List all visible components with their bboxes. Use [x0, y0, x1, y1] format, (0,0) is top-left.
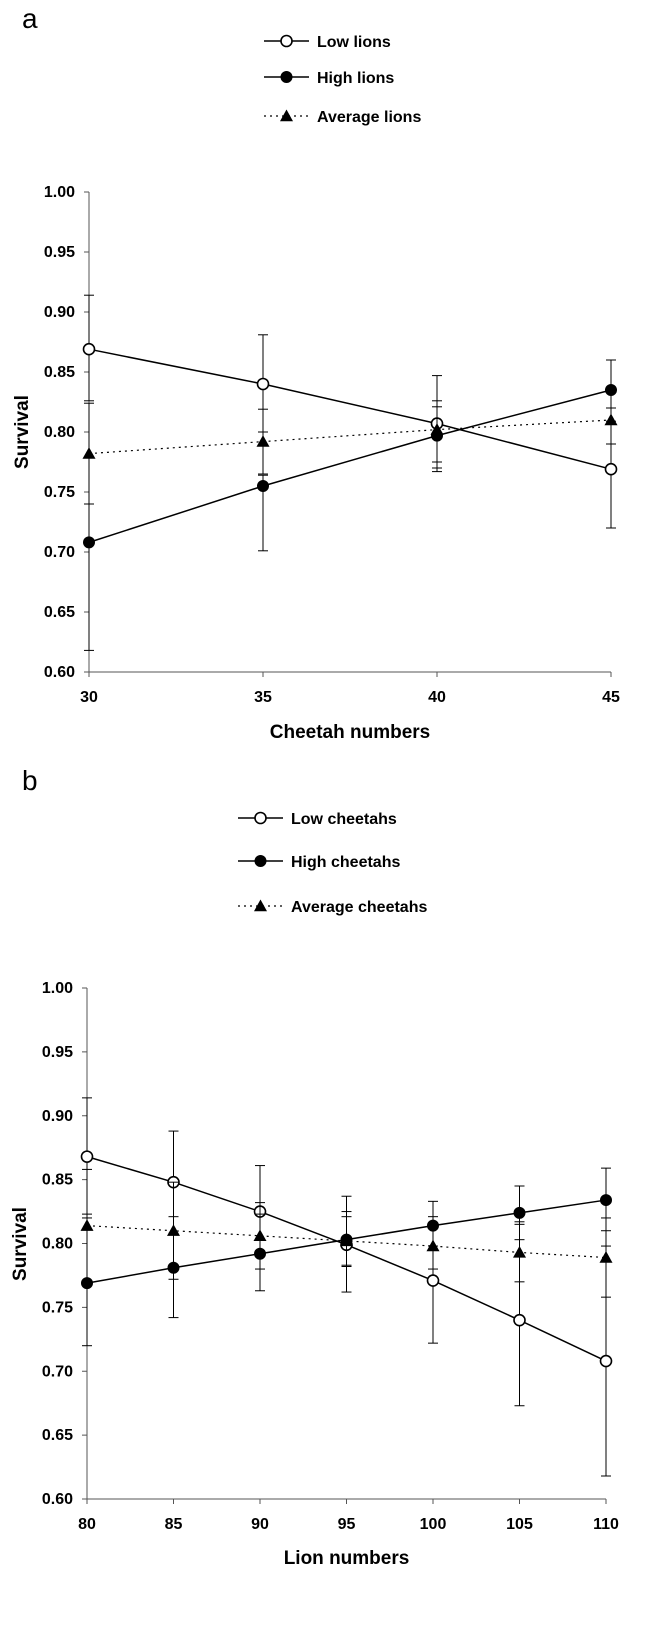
- y-tick-label: 0.85: [44, 364, 75, 381]
- x-tick-label: 100: [420, 1516, 447, 1533]
- data-point: [83, 536, 95, 549]
- data-point: [604, 462, 618, 476]
- data-point: [426, 1239, 440, 1252]
- panel-label: b: [22, 765, 38, 796]
- series-low-cheetahs: [80, 1097, 613, 1477]
- y-tick-label: 0.70: [42, 1363, 73, 1380]
- legend-label: Average cheetahs: [291, 899, 427, 916]
- data-point: [80, 1219, 94, 1231]
- legend-marker: [254, 811, 267, 825]
- y-tick-label: 0.90: [42, 1108, 73, 1125]
- legend-entry: Low lions: [264, 34, 391, 51]
- data-point: [340, 1234, 353, 1247]
- data-point: [600, 1194, 612, 1207]
- data-point: [82, 447, 96, 459]
- legend-marker: [254, 899, 267, 912]
- data-point: [599, 1251, 613, 1263]
- x-axis-title: Cheetah numbers: [270, 722, 430, 743]
- y-tick-label: 1.00: [44, 184, 75, 201]
- y-tick-label: 0.80: [42, 1236, 73, 1253]
- x-tick-label: 105: [506, 1516, 533, 1533]
- y-tick-label: 0.60: [42, 1491, 73, 1508]
- y-tick-label: 0.95: [42, 1044, 73, 1061]
- legend-marker: [254, 855, 267, 867]
- data-point: [599, 1354, 613, 1368]
- y-tick-label: 0.65: [42, 1427, 73, 1444]
- series-line: [88, 389, 612, 544]
- x-tick-label: 40: [428, 689, 446, 706]
- x-tick-label: 30: [80, 689, 98, 706]
- x-tick-label: 35: [254, 689, 272, 706]
- x-tick-label: 90: [251, 1516, 269, 1533]
- legend-marker: [280, 34, 293, 48]
- data-point: [513, 1313, 526, 1327]
- data-point: [256, 377, 270, 391]
- x-tick-label: 95: [338, 1516, 356, 1533]
- chart-panel-a: a 0.60 0.65 0.70 0.75 0.80 0.85 0.90 0.95 1.00 30 3…: [12, 3, 620, 743]
- data-point: [430, 423, 444, 435]
- y-tick-label: 0.60: [44, 664, 75, 681]
- legend-label: Low cheetahs: [291, 811, 397, 828]
- data-point: [256, 435, 270, 447]
- y-tick-label: 0.70: [44, 544, 75, 561]
- data-point: [513, 1206, 526, 1219]
- data-point: [604, 413, 618, 426]
- y-tick-label: 0.90: [44, 304, 75, 321]
- series-low-lions: [82, 294, 618, 529]
- y-axis-title: Survival: [12, 395, 33, 469]
- panel-label: a: [22, 3, 38, 34]
- data-point: [82, 342, 96, 356]
- data-point: [167, 1224, 180, 1236]
- x-tick-label: 110: [593, 1516, 619, 1533]
- legend-entry: High cheetahs: [238, 854, 400, 871]
- y-tick-label: 0.75: [42, 1299, 73, 1316]
- data-point: [253, 1229, 267, 1242]
- y-tick-label: 1.00: [42, 980, 73, 997]
- legend-label: Low lions: [317, 34, 391, 51]
- y-tick-label: 0.75: [44, 484, 75, 501]
- chart-panel-b: b 0.60 0.65 0.70 0.75 0.80 0.85 0.90 0.95 1.00 80 8…: [10, 765, 619, 1569]
- legend-marker: [280, 71, 293, 83]
- legend-entry: Average cheetahs: [238, 899, 427, 916]
- data-point: [426, 1274, 440, 1287]
- legend-label: Average lions: [317, 109, 421, 126]
- legend-entry: Average lions: [264, 109, 421, 126]
- data-point: [513, 1245, 526, 1258]
- x-axis-title: Lion numbers: [284, 1548, 410, 1569]
- legend-entry: High lions: [264, 70, 394, 87]
- legend-marker: [280, 109, 293, 122]
- y-tick-label: 0.80: [44, 424, 75, 441]
- data-point: [80, 1150, 94, 1163]
- y-axis-title: Survival: [10, 1207, 31, 1281]
- y-tick-label: 0.85: [42, 1172, 73, 1189]
- x-tick-label: 80: [78, 1516, 96, 1533]
- y-tick-label: 0.65: [44, 604, 75, 621]
- legend-label: High cheetahs: [291, 854, 400, 871]
- x-tick-label: 85: [165, 1516, 183, 1533]
- x-tick-label: 45: [602, 689, 620, 706]
- series-average-cheetahs: [80, 1168, 613, 1298]
- data-point: [257, 480, 269, 492]
- legend-label: High lions: [317, 70, 394, 87]
- series-average-lions: [82, 391, 618, 505]
- legend-entry: Low cheetahs: [238, 811, 397, 828]
- series-line: [88, 348, 612, 470]
- y-tick-label: 0.95: [44, 244, 75, 261]
